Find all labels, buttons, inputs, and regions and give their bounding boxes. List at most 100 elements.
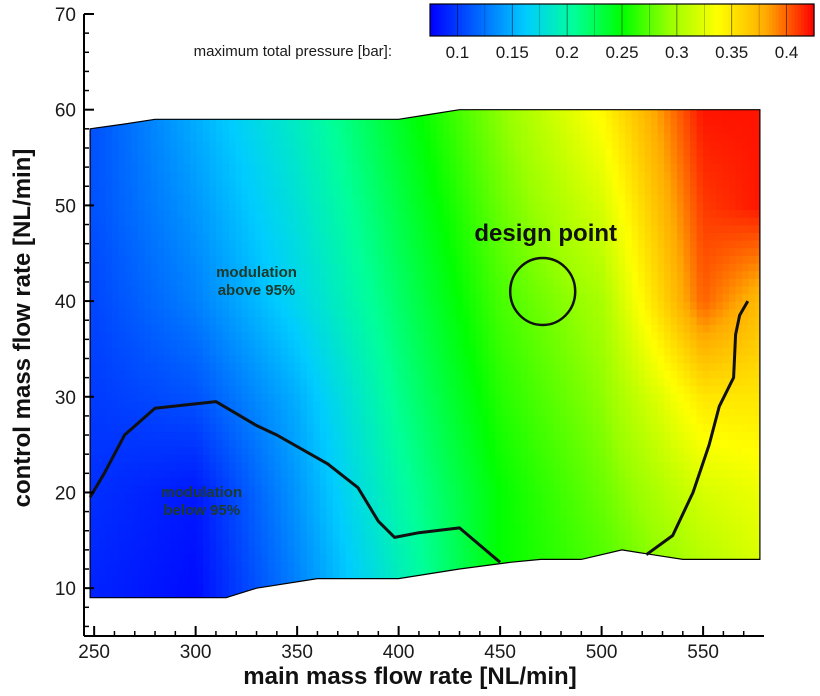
heatmap-cell xyxy=(267,576,276,586)
heatmap-cell xyxy=(436,415,445,425)
heatmap-cell xyxy=(248,278,256,287)
heatmap-cell xyxy=(241,308,250,318)
heatmap-cell xyxy=(443,331,451,341)
heatmap-cell xyxy=(365,324,373,333)
heatmap-cell xyxy=(150,224,159,233)
heatmap-cell xyxy=(235,538,243,547)
heatmap-cell xyxy=(560,324,568,333)
heatmap-cell xyxy=(352,576,360,586)
heatmap-cell xyxy=(196,178,204,188)
heatmap-cell xyxy=(274,569,282,578)
heatmap-cell xyxy=(254,362,263,371)
heatmap-cell xyxy=(378,224,386,233)
heatmap-cell xyxy=(456,186,464,195)
heatmap-cell xyxy=(306,347,315,356)
heatmap-cell xyxy=(132,94,139,102)
heatmap-cell xyxy=(313,285,321,295)
heatmap-cell xyxy=(326,155,334,165)
heatmap-cell xyxy=(209,454,217,463)
heatmap-cell xyxy=(514,477,523,486)
heatmap-cell xyxy=(540,255,549,264)
heatmap-cell xyxy=(105,523,113,532)
heatmap-cell xyxy=(274,285,282,295)
heatmap-cell xyxy=(456,308,464,318)
heatmap-cell xyxy=(319,186,328,195)
heatmap-cell xyxy=(384,369,393,379)
heatmap-cell xyxy=(384,423,393,433)
heatmap-cell xyxy=(293,538,302,547)
heatmap-cell xyxy=(417,140,425,149)
heatmap-cell xyxy=(449,431,458,440)
heatmap-cell xyxy=(521,224,529,233)
heatmap-cell xyxy=(358,477,367,486)
heatmap-cell xyxy=(417,392,425,402)
heatmap-cell xyxy=(391,94,398,102)
heatmap-cell xyxy=(475,224,484,233)
heatmap-cell xyxy=(488,109,497,119)
heatmap-cell xyxy=(508,216,516,226)
heatmap-cell xyxy=(358,239,367,249)
heatmap-cell xyxy=(521,308,529,318)
heatmap-cell xyxy=(202,469,211,478)
heatmap-cell xyxy=(514,117,523,126)
heatmap-cell xyxy=(378,308,386,318)
heatmap-cell xyxy=(456,232,464,241)
heatmap-cell xyxy=(189,209,198,218)
heatmap-cell xyxy=(384,347,393,356)
heatmap-cell xyxy=(456,324,464,333)
heatmap-cell xyxy=(300,247,308,256)
heatmap-cell xyxy=(176,530,185,540)
heatmap-cell xyxy=(456,438,464,448)
heatmap-cell xyxy=(241,178,250,188)
heatmap-cell xyxy=(456,170,464,180)
heatmap-cell xyxy=(456,461,464,471)
heatmap-cell xyxy=(527,461,536,471)
heatmap-cell xyxy=(449,186,458,195)
heatmap-cell xyxy=(267,331,276,341)
heatmap-cell xyxy=(339,155,347,165)
heatmap-cell xyxy=(228,140,237,149)
heatmap-cell xyxy=(488,331,497,341)
heatmap-cell xyxy=(423,109,432,111)
heatmap-cell xyxy=(540,324,549,333)
heatmap-cell xyxy=(378,109,386,119)
heatmap-cell xyxy=(501,415,510,425)
heatmap-cell xyxy=(112,239,120,249)
heatmap-cell xyxy=(443,170,451,180)
heatmap-cell xyxy=(359,600,366,608)
heatmap-cell xyxy=(183,201,191,211)
heatmap-cell xyxy=(371,530,380,540)
heatmap-cell xyxy=(92,262,100,272)
heatmap-cell xyxy=(125,209,133,218)
heatmap-cell xyxy=(105,469,113,478)
heatmap-cell xyxy=(326,392,334,402)
heatmap-cell xyxy=(521,385,529,394)
heatmap-cell xyxy=(118,239,126,249)
heatmap-cell xyxy=(462,193,471,203)
heatmap-cell xyxy=(371,270,380,279)
heatmap-cell xyxy=(248,224,256,233)
heatmap-cell xyxy=(235,232,243,241)
heatmap-cell xyxy=(449,546,458,555)
heatmap-cell xyxy=(391,400,399,410)
heatmap-cell xyxy=(196,216,204,226)
heatmap-cell xyxy=(92,331,100,341)
heatmap-cell xyxy=(508,193,516,203)
heatmap-cell xyxy=(313,431,321,440)
heatmap-cell xyxy=(150,186,159,195)
heatmap-cell xyxy=(202,239,211,249)
heatmap-cell xyxy=(254,339,263,348)
heatmap-cell xyxy=(417,186,425,195)
heatmap-cell xyxy=(228,117,237,126)
heatmap-cell xyxy=(274,469,282,478)
heatmap-cell xyxy=(229,94,236,102)
heatmap-cell xyxy=(326,125,334,134)
heatmap-cell xyxy=(287,347,295,356)
heatmap-cell xyxy=(280,576,289,586)
heatmap-cell xyxy=(118,216,126,226)
heatmap-cell xyxy=(352,492,360,501)
heatmap-cell xyxy=(404,170,412,180)
heatmap-cell xyxy=(566,538,574,547)
heatmap-cell xyxy=(196,423,204,433)
